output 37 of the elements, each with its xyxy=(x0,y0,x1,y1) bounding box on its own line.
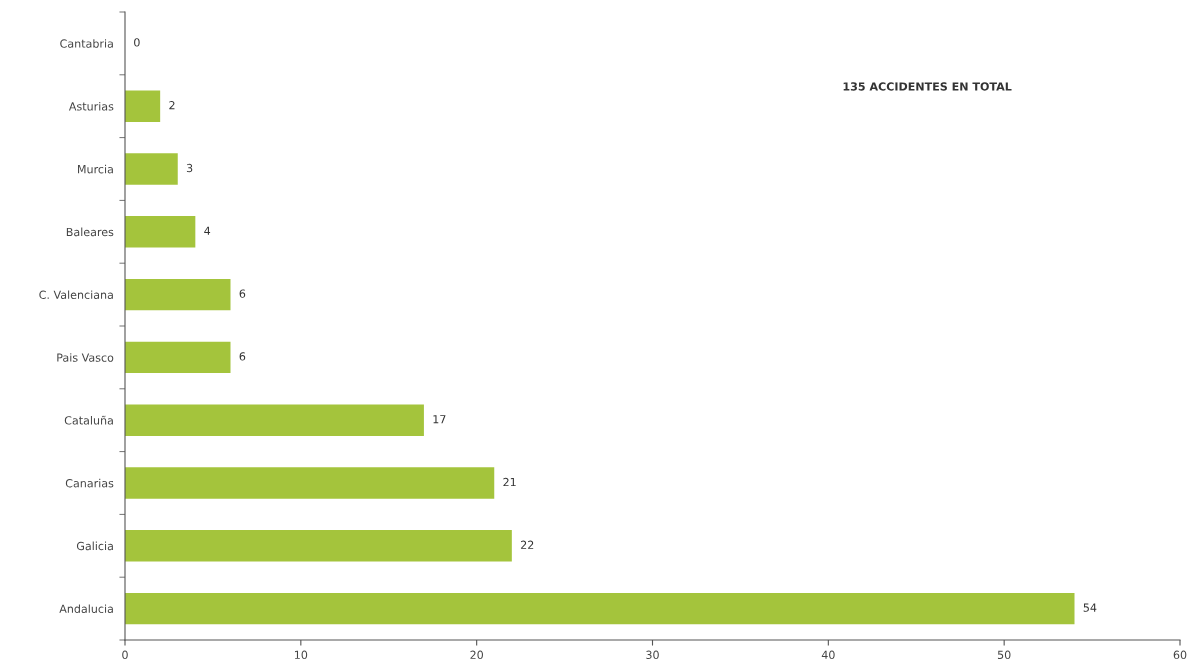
x-tick-label: 10 xyxy=(294,650,308,660)
data-label: 6 xyxy=(239,352,246,361)
data-label: 6 xyxy=(239,289,246,298)
bar xyxy=(125,592,1075,625)
y-tick-label: Canarias xyxy=(65,478,114,488)
data-label: 2 xyxy=(169,101,175,110)
x-tick-label: 40 xyxy=(821,650,835,660)
y-tick-label: Baleares xyxy=(66,227,114,237)
bar xyxy=(125,530,512,562)
y-tick-label: Asturias xyxy=(68,101,114,111)
y-tick-label: C. Valenciana xyxy=(39,290,113,299)
bar xyxy=(125,90,161,122)
x-tick-label: 50 xyxy=(997,650,1011,660)
y-tick-label: Andalucia xyxy=(59,604,113,613)
y-tick-label: Pais Vasco xyxy=(57,353,114,362)
bar xyxy=(125,341,231,374)
annotation: 135 ACCIDENTES EN TOTAL xyxy=(843,82,1012,91)
data-label: 17 xyxy=(433,415,446,424)
y-tick-label: Galicia xyxy=(76,541,113,551)
x-tick-label: 60 xyxy=(1173,650,1187,660)
data-label: 21 xyxy=(503,477,516,487)
y-tick-label: Cantabria xyxy=(60,39,113,48)
bar xyxy=(125,216,196,248)
data-label: 54 xyxy=(1083,603,1097,612)
data-label: 4 xyxy=(204,226,211,235)
bar xyxy=(125,404,424,436)
bar xyxy=(125,467,495,499)
y-tick-label: Cataluña xyxy=(64,415,113,425)
x-tick-label: 0 xyxy=(122,650,128,660)
data-label: 22 xyxy=(520,540,534,549)
bar xyxy=(125,278,231,311)
bar xyxy=(125,153,178,185)
data-label: 0 xyxy=(134,38,140,47)
data-label: 3 xyxy=(186,163,193,173)
y-tick-label: Murcia xyxy=(78,164,113,174)
x-tick-label: 20 xyxy=(470,650,483,660)
x-tick-label: 30 xyxy=(646,650,659,660)
